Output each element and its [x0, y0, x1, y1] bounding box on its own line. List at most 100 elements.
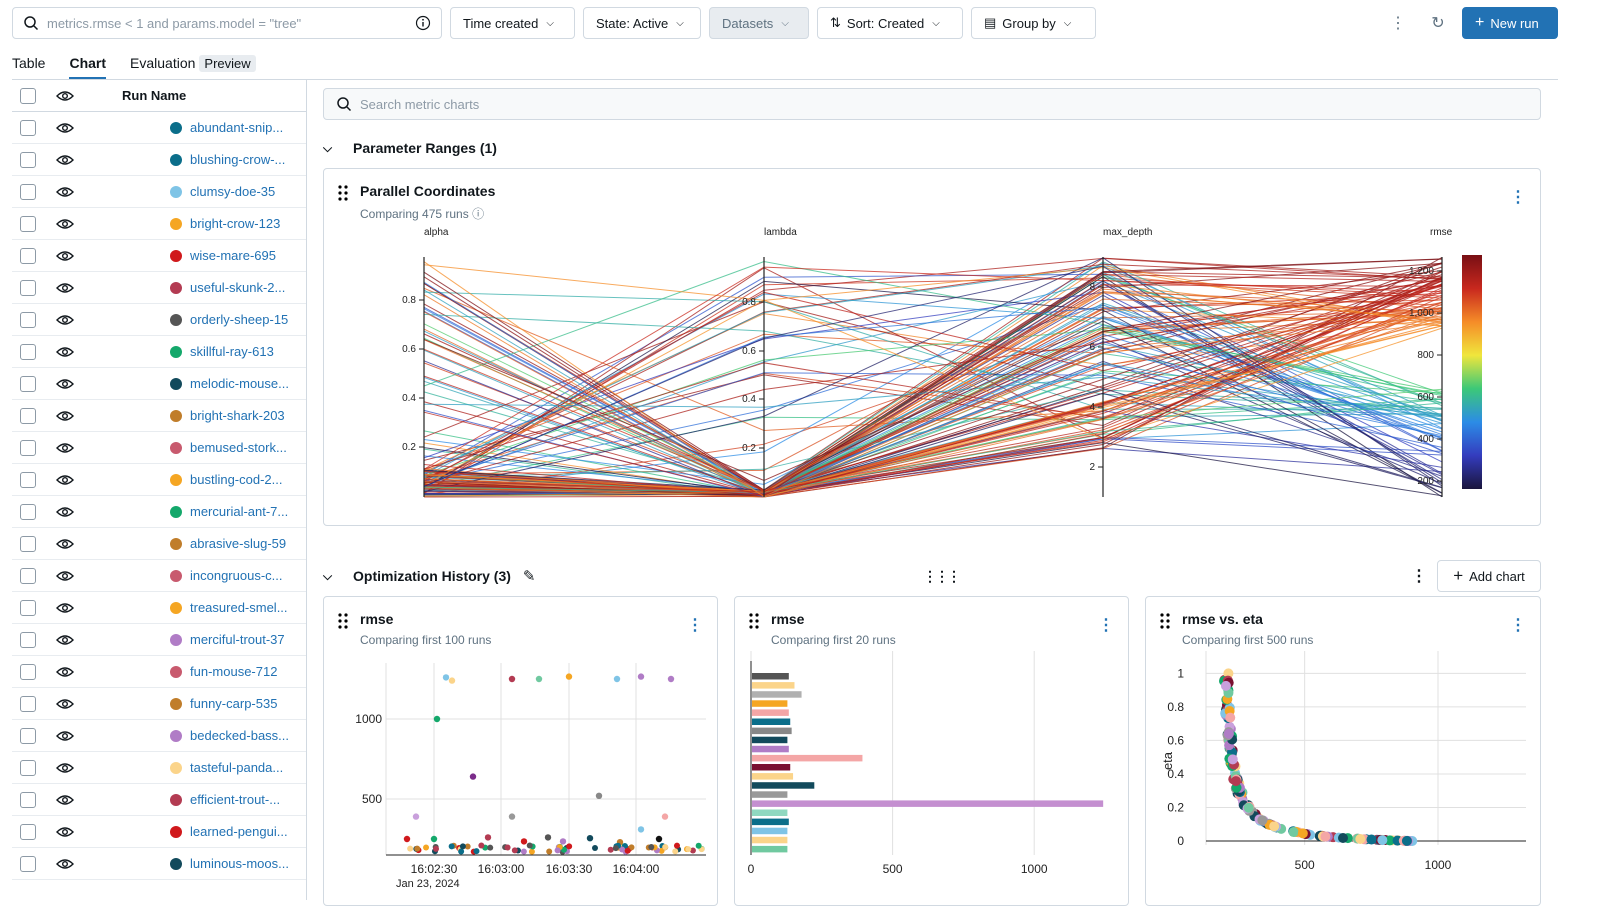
run-name-link[interactable]: mercurial-ant-7...	[190, 504, 289, 519]
param-ranges-section-header[interactable]: ⌵ Parameter Ranges (1)	[323, 128, 1541, 168]
table-row[interactable]: abrasive-slug-59	[12, 528, 306, 560]
chevron-down-icon[interactable]: ⌵	[323, 568, 333, 583]
row-checkbox[interactable]	[20, 567, 36, 584]
run-name-link[interactable]: skillful-ray-613	[190, 344, 274, 359]
table-row[interactable]: bright-shark-203	[12, 400, 306, 432]
run-name-link[interactable]: funny-carp-535	[190, 696, 278, 711]
row-checkbox[interactable]	[20, 215, 36, 232]
drag-handle-icon[interactable]	[1160, 613, 1170, 629]
chevron-down-icon[interactable]: ⌵	[323, 140, 333, 155]
new-run-button[interactable]: + New run	[1462, 7, 1558, 39]
run-name-link[interactable]: wise-mare-695	[190, 248, 276, 263]
refresh-icon[interactable]: ↻	[1431, 15, 1445, 32]
eye-icon[interactable]	[56, 698, 74, 710]
row-checkbox[interactable]	[20, 823, 36, 840]
rmse-time-scatter[interactable]: 1000 500 16:02:30 16:03:00 16:03:30 16:04:00 J…	[324, 651, 717, 901]
rmse-bar-chart[interactable]: 0 500 1000	[735, 651, 1128, 901]
run-name-link[interactable]: bemused-stork...	[190, 440, 287, 455]
row-checkbox[interactable]	[20, 791, 36, 808]
table-row[interactable]: bright-crow-123	[12, 208, 306, 240]
eye-icon[interactable]	[56, 634, 74, 646]
search-input[interactable]: metrics.rmse < 1 and params.model = "tre…	[12, 7, 442, 39]
eye-icon[interactable]	[56, 794, 74, 806]
table-row[interactable]: bemused-stork...	[12, 432, 306, 464]
tab-chart[interactable]: Chart	[69, 52, 106, 80]
table-row[interactable]: mercurial-ant-7...	[12, 496, 306, 528]
eye-icon[interactable]	[56, 346, 74, 358]
run-name-link[interactable]: learned-pengui...	[190, 824, 288, 839]
run-name-header[interactable]: Run Name	[122, 88, 187, 103]
section-menu-icon[interactable]: ⋮	[1411, 568, 1427, 585]
drag-handle-icon[interactable]	[338, 613, 348, 629]
tab-evaluation[interactable]: Evaluation Preview	[130, 52, 256, 80]
info-icon[interactable]: ⓘ	[472, 207, 485, 221]
run-name-link[interactable]: bright-shark-203	[190, 408, 285, 423]
run-name-link[interactable]: bright-crow-123	[190, 216, 281, 231]
row-checkbox[interactable]	[20, 855, 36, 872]
eye-icon[interactable]	[56, 730, 74, 742]
run-name-link[interactable]: orderly-sheep-15	[190, 312, 289, 327]
datasets-dropdown[interactable]: Datasets ⌵	[709, 7, 809, 39]
tab-table[interactable]: Table	[12, 52, 45, 80]
parallel-coordinates-plot[interactable]: alpha 0.8 0.6 0.4 0.2 lambda 0.8 0.6 0.4 0.2 max_d…	[324, 225, 1540, 525]
row-checkbox[interactable]	[20, 631, 36, 648]
table-row[interactable]: blushing-crow-...	[12, 144, 306, 176]
run-name-link[interactable]: treasured-smel...	[190, 600, 288, 615]
run-name-link[interactable]: clumsy-doe-35	[190, 184, 276, 199]
run-name-link[interactable]: fun-mouse-712	[190, 664, 278, 679]
table-row[interactable]: bedecked-bass...	[12, 720, 306, 752]
group-by-dropdown[interactable]: ▤ Group by ⌵	[971, 7, 1096, 39]
row-checkbox[interactable]	[20, 503, 36, 520]
row-checkbox[interactable]	[20, 439, 36, 456]
eye-icon[interactable]	[56, 442, 74, 454]
row-checkbox[interactable]	[20, 663, 36, 680]
select-all-checkbox[interactable]	[20, 87, 36, 104]
info-icon[interactable]	[415, 15, 431, 31]
row-checkbox[interactable]	[20, 247, 36, 264]
run-name-link[interactable]: tasteful-panda...	[190, 760, 284, 775]
more-options-icon[interactable]: ⋮	[1390, 15, 1406, 32]
eye-icon[interactable]	[56, 250, 74, 262]
row-checkbox[interactable]	[20, 759, 36, 776]
eye-icon[interactable]	[56, 314, 74, 326]
table-row[interactable]: abundant-snip...	[12, 112, 306, 144]
card-menu-icon[interactable]: ⋮	[1510, 189, 1526, 206]
table-row[interactable]: useful-skunk-2...	[12, 272, 306, 304]
table-row[interactable]: melodic-mouse...	[12, 368, 306, 400]
table-row[interactable]: tasteful-panda...	[12, 752, 306, 784]
eye-icon[interactable]	[56, 762, 74, 774]
table-row[interactable]: funny-carp-535	[12, 688, 306, 720]
row-checkbox[interactable]	[20, 695, 36, 712]
table-row[interactable]: fun-mouse-712	[12, 656, 306, 688]
sort-dropdown[interactable]: ⇅ Sort: Created ⌵	[817, 7, 963, 39]
table-row[interactable]: clumsy-doe-35	[12, 176, 306, 208]
eye-icon[interactable]	[56, 122, 74, 134]
eye-icon[interactable]	[56, 826, 74, 838]
eye-icon[interactable]	[56, 474, 74, 486]
eye-icon[interactable]	[56, 538, 74, 550]
eye-icon[interactable]	[56, 858, 74, 870]
run-name-link[interactable]: efficient-trout-...	[190, 792, 281, 807]
eye-icon[interactable]	[56, 378, 74, 390]
row-checkbox[interactable]	[20, 151, 36, 168]
run-name-link[interactable]: merciful-trout-37	[190, 632, 285, 647]
add-chart-button[interactable]: + Add chart	[1437, 560, 1541, 592]
state-dropdown[interactable]: State: Active ⌵	[583, 7, 701, 39]
card-menu-icon[interactable]: ⋮	[1510, 617, 1526, 634]
drag-handle-icon[interactable]: ⋮⋮⋮	[923, 567, 961, 584]
run-name-link[interactable]: bedecked-bass...	[190, 728, 290, 743]
eye-icon[interactable]	[56, 282, 74, 294]
eye-icon[interactable]	[56, 602, 74, 614]
row-checkbox[interactable]	[20, 727, 36, 744]
run-name-link[interactable]: melodic-mouse...	[190, 376, 289, 391]
eye-icon[interactable]	[56, 218, 74, 230]
row-checkbox[interactable]	[20, 343, 36, 360]
run-name-link[interactable]: blushing-crow-...	[190, 152, 286, 167]
row-checkbox[interactable]	[20, 407, 36, 424]
run-name-link[interactable]: abrasive-slug-59	[190, 536, 287, 551]
table-row[interactable]: incongruous-c...	[12, 560, 306, 592]
run-name-link[interactable]: useful-skunk-2...	[190, 280, 286, 295]
table-row[interactable]: bustling-cod-2...	[12, 464, 306, 496]
eye-icon[interactable]	[56, 666, 74, 678]
eye-icon[interactable]	[56, 506, 74, 518]
